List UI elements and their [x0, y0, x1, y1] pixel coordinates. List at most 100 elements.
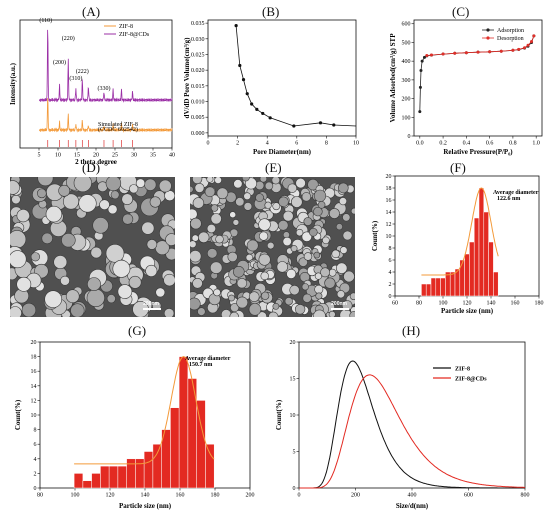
x-tick-label: 160 [176, 493, 185, 499]
pore-size-chart: 0 2 4 6 8 10 0.000 0.005 0.010 0.015 0.020 0.025 0.0… [183, 19, 359, 156]
size-histogram-f: 60 80 100 120 140 160 180 0 2 4 6 8 10 12 14 16 18 20 Part… [371, 174, 544, 315]
sem-particle [331, 249, 340, 259]
sem-particle [146, 239, 158, 250]
sem-particle [190, 208, 198, 220]
xrd-series-0 [38, 98, 173, 133]
sem-particle [266, 241, 275, 250]
sem-particle [105, 177, 122, 191]
y-axis-title: Count(%) [275, 399, 283, 430]
sem-particle [121, 193, 133, 206]
x-tick-label: 160 [511, 301, 520, 307]
sem-particle [10, 306, 22, 317]
sem-particle [246, 239, 259, 252]
histogram-bar [483, 211, 489, 297]
sem-particle [342, 213, 351, 222]
histogram-bar [205, 443, 215, 489]
y-tick-label: 600 [402, 22, 411, 28]
panel-a: (A) 5 10 15 20 25 30 35 40 2 theta degree Intensi… [0, 0, 182, 166]
average-diameter-title: Average diameter [493, 190, 539, 196]
x-tick-label: 120 [106, 493, 115, 499]
sem-particle [291, 196, 303, 208]
sem-particle [197, 231, 210, 243]
sem-particle [289, 284, 300, 296]
x-tick-label: 80 [416, 301, 422, 307]
sem-particle [315, 292, 323, 300]
sem-particle [73, 177, 92, 193]
sem-particle [214, 177, 222, 184]
sem-particle [271, 177, 280, 185]
pore-point [234, 24, 238, 28]
x-tick-label: 100 [439, 301, 448, 307]
sem-particle [16, 276, 32, 292]
sem-particle [290, 245, 298, 252]
sem-particle [165, 233, 175, 246]
iso-point [429, 53, 433, 57]
histogram-bar [473, 217, 480, 297]
y-tick-label: 18 [386, 186, 392, 192]
sem-particle [313, 206, 323, 217]
sem-particle [236, 296, 249, 309]
sem-particle [99, 199, 110, 211]
panel-h-label: (H) [402, 323, 421, 338]
y-tick-label: 4 [389, 270, 392, 276]
legend-marker [486, 28, 490, 32]
pore-point [332, 123, 336, 127]
y-axis-title: Count(%) [371, 220, 379, 251]
y-tick-label: 400 [402, 59, 411, 65]
sem-particle [61, 232, 76, 248]
sem-particle [335, 223, 343, 231]
x-tick-label: 0 [207, 141, 210, 147]
iso-point [511, 48, 515, 52]
peak-label: (110) [39, 17, 52, 24]
sem-particle [343, 270, 355, 283]
sem-particle [192, 278, 203, 289]
iso-point [418, 110, 422, 114]
sem-particle [44, 290, 63, 308]
sem-particle [272, 202, 281, 211]
sem-particle [313, 189, 327, 202]
sem-particle [163, 308, 175, 317]
sem-particle [264, 181, 274, 191]
sem-particle [320, 267, 330, 278]
plot-frame [298, 341, 526, 489]
pore-point [318, 121, 323, 125]
sem-particle [10, 180, 20, 195]
peak-label: (222) [76, 68, 89, 75]
histogram-bar [152, 443, 162, 489]
histogram-bar [82, 480, 92, 489]
dls-chart: 0 200 400 600 800 0 5 10 15 20 Size/d(nm) Count(%) Z… [275, 340, 530, 510]
sem-particle [149, 196, 161, 208]
iso-point [488, 50, 492, 54]
histogram-bar [445, 271, 451, 297]
sem-particle [122, 213, 134, 225]
xrd-series-1 [38, 29, 173, 103]
pore-point [241, 77, 246, 82]
sem-particle [144, 178, 157, 191]
y-tick-label: 0 [293, 486, 296, 492]
sem-particle [303, 217, 313, 226]
histogram-bar [430, 277, 437, 297]
peak-label: (220) [62, 35, 75, 42]
x-tick-label: 10 [55, 153, 61, 159]
pore-point [292, 124, 296, 128]
sem-particle [197, 307, 206, 316]
sem-particle [30, 252, 40, 262]
xrd-chart: 5 10 15 20 25 30 35 40 2 theta degree Intensity(a… [9, 17, 175, 166]
pore-point [245, 92, 249, 96]
sem-particle [350, 207, 355, 215]
legend-text: Desorption [497, 36, 524, 42]
y-tick-label: 0 [34, 486, 37, 492]
y-tick-label: 15 [290, 377, 296, 383]
sem-image-d: 200nm [10, 177, 175, 317]
x-tick-label: 400 [408, 493, 417, 499]
sem-particle [129, 184, 139, 194]
histogram-bar [440, 277, 446, 297]
histogram-bar [91, 473, 101, 489]
y-tick-label: 0.035 [191, 21, 205, 27]
y-tick-label: 500 [402, 40, 411, 46]
sem-particle [328, 208, 340, 219]
sem-particle [313, 251, 321, 259]
sem-particle [264, 201, 272, 209]
sem-particle [206, 177, 214, 183]
sem-particle [158, 179, 172, 193]
